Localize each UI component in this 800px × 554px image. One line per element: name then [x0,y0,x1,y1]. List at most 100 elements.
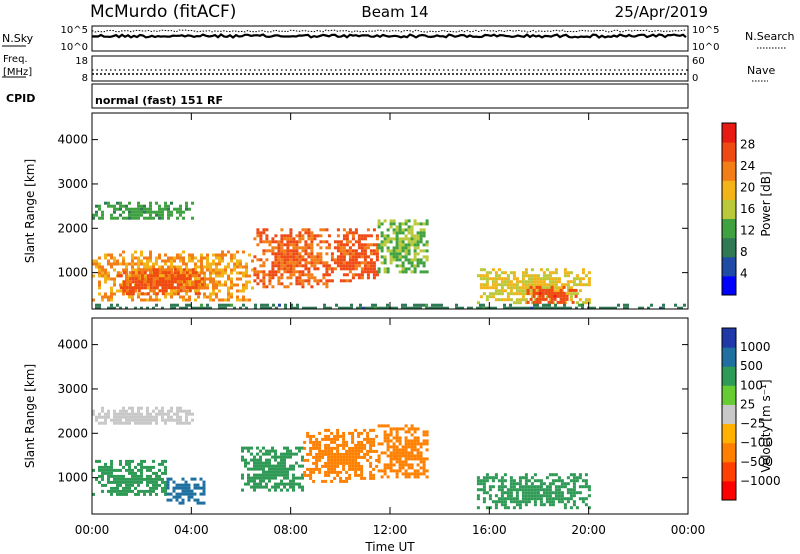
heatmap-cell [128,483,131,487]
heatmap-cell [203,277,206,281]
heatmap-cell [119,274,123,278]
heatmap-cell [316,234,320,238]
heatmap-cell [556,300,560,304]
heatmap-cell [265,273,269,277]
heatmap-cell [377,243,381,247]
heatmap-cell [164,471,167,475]
heatmap-cell [366,264,370,268]
heatmap-cell [265,234,269,238]
heatmap-cell [250,479,253,483]
heatmap-cell [196,501,200,505]
heatmap-cell [312,455,316,459]
heatmap-cell [274,258,278,262]
heatmap-cell [298,482,301,486]
heatmap-cell [149,421,152,425]
heatmap-cell [512,506,516,510]
heatmap-cell [581,268,585,272]
heatmap-cell [395,460,399,464]
heatmap-cell [212,292,215,296]
heatmap-cell [292,482,295,486]
heatmap-cell [392,427,396,431]
heatmap-cell [566,271,570,275]
heatmap-cell [289,479,292,483]
heatmap-cell [416,475,420,479]
heatmap-cell [354,249,358,253]
heatmap-cell [377,246,381,250]
heatmap-cell [292,261,296,265]
heatmap-cell [375,252,379,256]
heatmap-cell [503,491,507,495]
heatmap-cell [327,473,331,477]
heatmap-cell [535,291,539,295]
heatmap-cell [98,421,101,425]
heatmap-cell [116,259,119,263]
heatmap-cell [354,267,358,271]
heatmap-cell [584,503,588,507]
heatmap-cell [339,258,343,262]
heatmap-cell [327,246,331,250]
heatmap-cell [146,256,149,260]
y-tick-label: 1000 [57,471,88,485]
heatmap-cell [122,415,125,419]
heatmap-cell [283,234,287,238]
heatmap-cell [286,467,289,471]
heatmap-cell [372,467,376,471]
heatmap-cell [518,280,522,284]
heatmap-cell [140,465,143,469]
heatmap-cell [176,277,180,281]
heatmap-cell [113,306,116,309]
heatmap-cell [227,303,230,307]
heatmap-cell [312,467,316,471]
heatmap-cell [383,424,387,428]
heatmap-cell [307,228,311,232]
heatmap-cell [107,409,110,413]
heatmap-cell [375,243,379,247]
heatmap-cell [128,286,132,290]
heatmap-cell [389,255,393,259]
heatmap-cell [274,270,278,274]
power-heatmap [92,201,686,309]
y-tick-label: 4000 [57,338,88,352]
heatmap-cell [319,258,323,262]
heatmap-cell [544,297,548,301]
heatmap-cell [572,283,576,287]
heatmap-cell [398,463,402,467]
heatmap-cell [386,439,390,443]
heatmap-cell [356,306,359,309]
heatmap-cell [304,279,308,283]
heatmap-cell [283,476,286,480]
heatmap-cell [476,479,480,483]
heatmap-cell [327,273,331,277]
heatmap-cell [360,243,364,247]
heatmap-cell [641,306,644,309]
heatmap-cell [312,434,316,438]
heatmap-cell [206,262,209,266]
heatmap-cell [307,279,311,283]
heatmap-cell [560,482,564,486]
colorbar-tick-label: −1000 [740,474,781,488]
heatmap-cell [152,289,156,293]
heatmap-cell [310,231,314,235]
heatmap-cell [395,454,399,458]
heatmap-cell [584,479,588,483]
heatmap-cell [92,262,95,266]
heatmap-cell [327,446,331,450]
heatmap-cell [333,470,337,474]
heatmap-cell [182,421,185,425]
heatmap-cell [461,306,464,309]
heatmap-cell [377,270,381,274]
heatmap-cell [527,283,531,287]
heatmap-cell [247,482,250,486]
heatmap-cell [283,473,286,477]
heatmap-cell [248,298,251,302]
heatmap-cell [529,297,533,301]
heatmap-cell [437,303,440,307]
heatmap-cell [380,240,384,244]
heatmap-cell [143,256,146,260]
colorbar-segment [722,237,736,258]
heatmap-cell [548,283,552,287]
heatmap-cell [283,243,287,247]
heatmap-cell [360,234,364,238]
heatmap-cell [569,506,573,510]
heatmap-cell [565,294,569,298]
